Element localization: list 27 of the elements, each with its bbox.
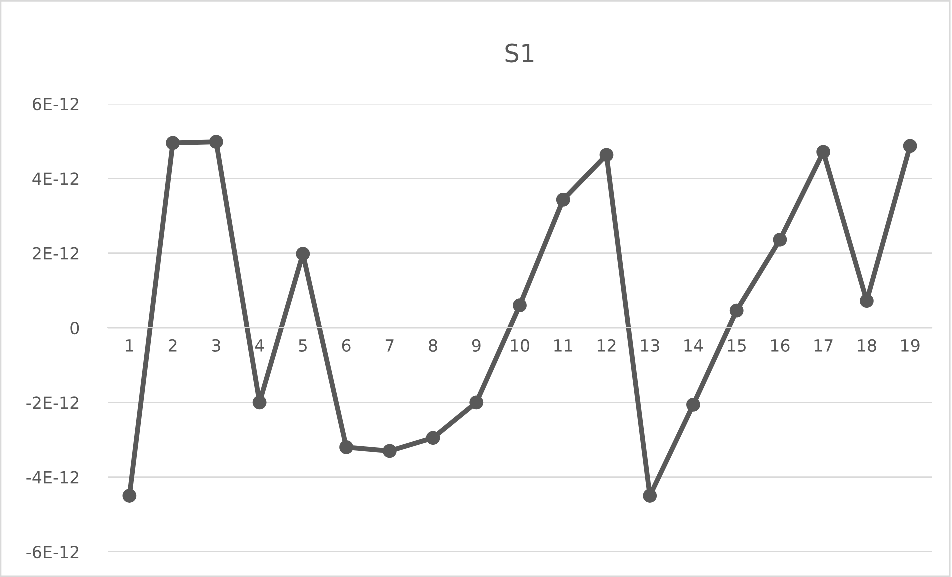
y-tick-label: -2E-12: [26, 396, 79, 409]
x-tick-label: 1: [126, 340, 134, 352]
y-tick-label: -4E-12: [26, 471, 79, 484]
x-tick-label: 8: [429, 339, 438, 352]
x-tick-label: 4: [255, 340, 264, 352]
x-tick-label: 15: [728, 340, 746, 352]
x-tick-label: 2: [168, 339, 177, 352]
y-tick-label: 4E-12: [32, 172, 79, 185]
y-tick-label: -6E-12: [26, 546, 79, 559]
x-tick-label: 13: [641, 339, 660, 352]
y-tick-label: 6E-12: [33, 98, 79, 111]
x-tick-label: 9: [472, 339, 481, 352]
y-tick-label: 2E-12: [33, 247, 79, 260]
y-tick-label: 0: [70, 322, 80, 335]
x-tick-label: 6: [342, 339, 351, 352]
x-tick-label: 12: [598, 339, 616, 352]
x-tick-label: 11: [554, 340, 572, 352]
x-tick-label: 5: [299, 340, 308, 352]
x-tick-label: 14: [684, 340, 704, 352]
chart-title: S1: [506, 44, 534, 63]
x-tick-label: 3: [212, 339, 220, 352]
x-tick-label: 7: [386, 340, 394, 352]
x-tick-label: 18: [858, 339, 876, 352]
x-tick-label: 10: [511, 339, 530, 352]
x-tick-label: 17: [814, 340, 833, 352]
x-tick-label: 19: [902, 339, 920, 352]
x-tick-label: 16: [771, 339, 790, 352]
